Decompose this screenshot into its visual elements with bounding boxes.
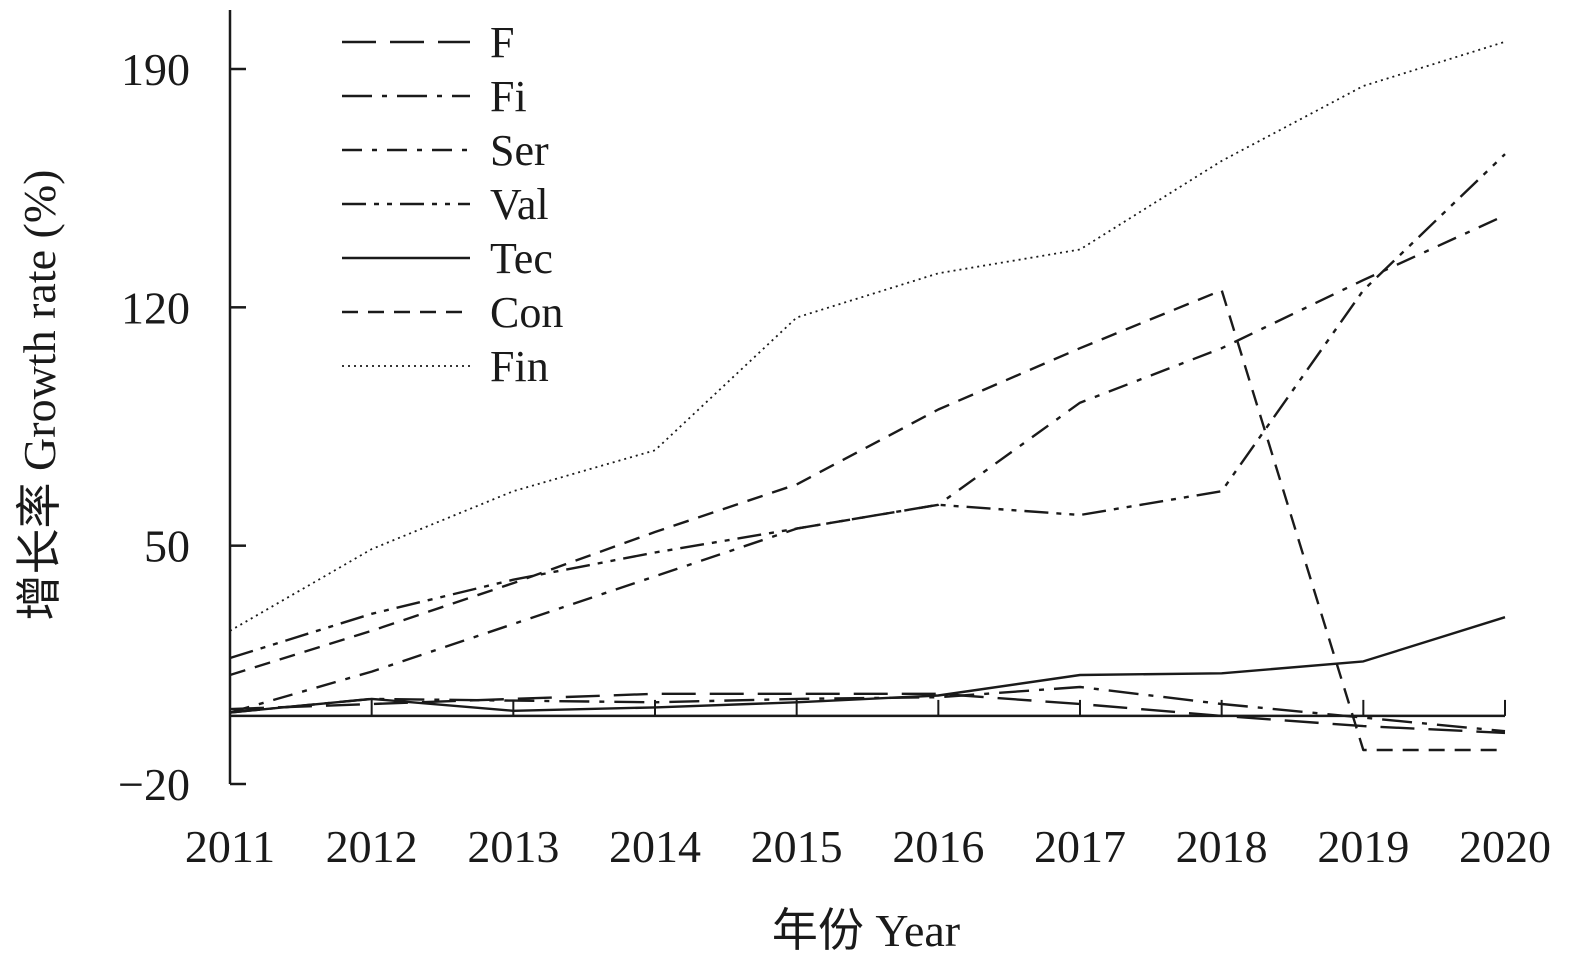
x-tick-label: 2015 [751, 821, 843, 872]
series-line-con [229, 289, 1505, 752]
series-line-fin [229, 40, 1506, 632]
legend-label-ser: Ser [490, 126, 549, 175]
y-tick-label: −20 [118, 759, 190, 810]
legend-label-tec: Tec [490, 234, 553, 283]
series-lines [229, 40, 1506, 752]
series-line-tec [229, 616, 1506, 714]
y-tick-label: 50 [144, 521, 190, 572]
y-tick-label: 120 [121, 282, 190, 333]
series-line-ser [229, 214, 1506, 714]
series-line-val [229, 153, 1506, 660]
series-line-f [229, 692, 1506, 735]
x-axis-title: 年份 Year [772, 905, 960, 956]
x-tick-label: 2019 [1317, 821, 1409, 872]
x-tick-label: 2014 [609, 821, 701, 872]
x-tick-label: 2018 [1176, 821, 1268, 872]
axes [228, 10, 1506, 786]
x-tick-label: 2012 [326, 821, 418, 872]
legend-label-val: Val [490, 180, 549, 229]
legend-label-fi: Fi [490, 72, 527, 121]
tick-labels: 190 120 50 −20 2011 2012 2013 2014 2015 2016 2017 2… [118, 44, 1551, 872]
legend-label-fin: Fin [490, 342, 549, 391]
series-line-fi [229, 685, 1506, 733]
x-tick-label: 2020 [1459, 821, 1551, 872]
y-tick-label: 190 [121, 44, 190, 95]
legend-label-con: Con [490, 288, 563, 337]
x-tick-label: 2013 [467, 821, 559, 872]
x-tick-label: 2011 [185, 821, 275, 872]
y-axis-title: 增长率 Growth rate (%) [14, 170, 65, 621]
legend-label-f: F [490, 18, 514, 67]
x-tick-label: 2016 [892, 821, 984, 872]
legend: F Fi Ser Val Tec Con Fin [342, 18, 563, 391]
x-tick-label: 2017 [1034, 821, 1126, 872]
